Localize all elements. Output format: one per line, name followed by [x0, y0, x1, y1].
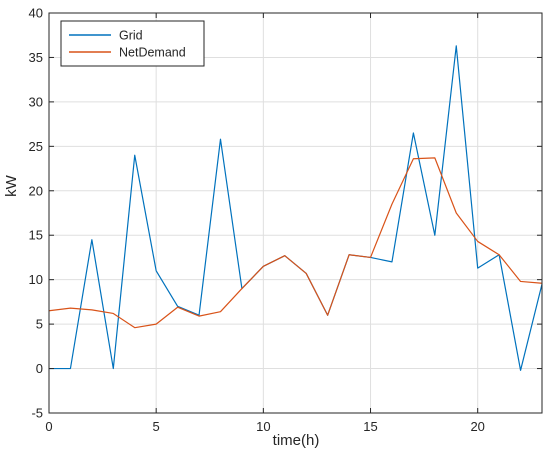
y-tick-label: -5: [31, 406, 43, 421]
y-tick-label: 35: [29, 50, 43, 65]
series-line-netdemand: [48, 157, 543, 329]
axes-frame: [48, 12, 543, 414]
grid: [48, 12, 542, 414]
y-tick-label: 0: [36, 361, 43, 376]
y-tick-label: 5: [36, 317, 43, 332]
x-tick-label: 10: [256, 419, 270, 434]
x-tick-label: 15: [363, 419, 377, 434]
x-tick-label: 5: [153, 419, 160, 434]
legend-label-netdemand: NetDemand: [119, 46, 186, 60]
series-lines: [48, 45, 543, 371]
axes-box: [48, 12, 543, 414]
x-tick-label: 20: [470, 419, 484, 434]
x-tick-label: 0: [45, 419, 52, 434]
plot-area: [49, 13, 542, 413]
y-tick-label: 30: [29, 94, 43, 109]
y-tick-label: 20: [29, 183, 43, 198]
y-axis-label: kW: [3, 174, 20, 197]
legend-label-grid: Grid: [119, 29, 143, 43]
x-axis-label: time(h): [273, 432, 320, 449]
legend-box: [60, 20, 205, 67]
legend: Grid NetDemand: [60, 20, 205, 67]
y-tick-label: 40: [29, 6, 43, 21]
y-tick-label: 10: [29, 272, 43, 287]
y-tick-label: 15: [29, 228, 43, 243]
y-tick-label: 25: [29, 139, 43, 154]
